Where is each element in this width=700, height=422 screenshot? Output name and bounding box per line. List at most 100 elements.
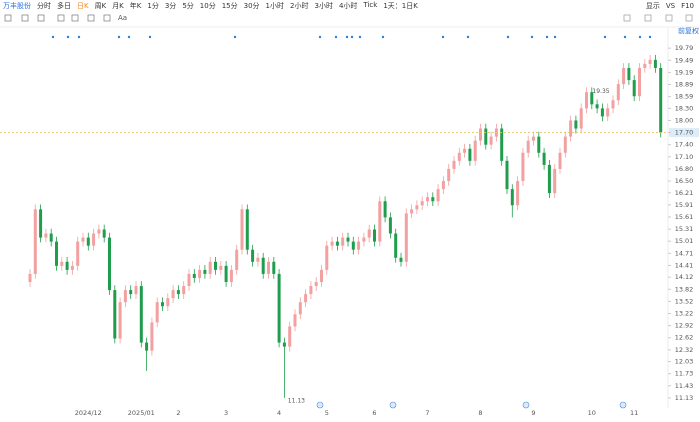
tool-icon: [71, 14, 79, 22]
candle-body: [643, 63, 647, 68]
y-tick-label: 12.03: [675, 358, 694, 366]
candle-body: [304, 294, 308, 303]
y-tick-label: 18.30: [675, 104, 694, 112]
candle-body: [510, 189, 514, 206]
y-tick-label: 17.40: [675, 141, 694, 149]
candle-body: [155, 302, 159, 323]
candle-body: [341, 237, 345, 246]
period[interactable]: 4小时: [338, 2, 358, 10]
f10[interactable]: F10: [681, 2, 694, 10]
candle-body: [388, 217, 392, 234]
event-icon: [389, 401, 397, 409]
period[interactable]: 3分: [164, 2, 177, 10]
candle-body: [473, 140, 477, 161]
period[interactable]: 年K: [129, 2, 142, 10]
candle-body: [108, 237, 111, 291]
candle-body: [574, 120, 578, 129]
candle-body: [320, 269, 323, 282]
tool-icon: [623, 14, 631, 22]
period[interactable]: 周K: [94, 2, 107, 10]
period[interactable]: 1分: [147, 2, 159, 10]
period[interactable]: 1小时: [265, 2, 285, 10]
candle-body: [309, 286, 313, 295]
period[interactable]: Tick: [363, 1, 378, 9]
candle-body: [373, 229, 376, 242]
event-dot: [638, 35, 642, 39]
x-tick-label: 9: [531, 409, 535, 417]
vs[interactable]: VS: [665, 2, 676, 10]
candle-body: [563, 136, 567, 153]
tool-icon: [103, 14, 111, 22]
display[interactable]: 显示: [645, 2, 660, 10]
event-dot: [148, 35, 152, 39]
candle-body: [441, 181, 445, 190]
candle-body: [214, 261, 217, 270]
candle-body: [235, 249, 239, 270]
candle-body: [192, 273, 196, 278]
period[interactable]: 月K: [112, 2, 124, 10]
candle-body: [288, 326, 292, 347]
candle-body: [251, 249, 255, 262]
candle-body: [92, 233, 96, 246]
candle-body: [134, 286, 138, 295]
candle-body: [547, 164, 551, 194]
event-icon: [522, 401, 530, 409]
candle-body: [579, 108, 583, 129]
period[interactable]: 3小时: [314, 2, 333, 10]
candle-body: [256, 257, 260, 262]
toolbar: 万丰股份 分时 多日 日K 周K 月K 年K 1分 3分 5分 10分 15分 30分 1小时 2小时 3小…: [0, 0, 700, 12]
event-dot: [233, 35, 237, 39]
tool-icon: [87, 14, 95, 22]
candle-body: [245, 209, 249, 250]
candle-body: [267, 261, 270, 274]
current-price-bg: [669, 128, 699, 138]
event-dot: [350, 35, 354, 39]
candle-body: [76, 241, 80, 266]
candle-body: [314, 282, 318, 287]
candle-body: [516, 181, 520, 206]
candle-body: [198, 269, 202, 278]
candle-body: [229, 269, 233, 282]
y-tick-label: 18.59: [675, 93, 694, 101]
candle-body: [272, 261, 276, 274]
event-dot: [358, 35, 362, 39]
font-button[interactable]: Aa: [118, 14, 128, 22]
event-dot: [51, 35, 55, 39]
extreme-label: 11.13: [288, 397, 305, 404]
period[interactable]: 10分: [199, 2, 216, 10]
y-tick-label: 16.21: [675, 189, 694, 197]
candle-body: [638, 67, 641, 97]
period[interactable]: 分时: [37, 2, 51, 10]
candle-body: [362, 237, 366, 242]
tool-icon: [37, 14, 45, 22]
period[interactable]: 15分: [221, 2, 238, 10]
tool-icon: [644, 14, 652, 22]
symbol[interactable]: 万丰股份: [3, 2, 31, 10]
period[interactable]: 30分: [243, 2, 260, 10]
y-tick-label: 16.50: [675, 177, 694, 185]
period[interactable]: 1天：1日K: [383, 2, 418, 10]
y-tick-label: 14.41: [675, 261, 694, 269]
period[interactable]: 多日: [57, 2, 71, 10]
tool-icon: [21, 14, 29, 22]
candle-body: [277, 273, 281, 343]
y-tick-label: 15.91: [675, 201, 694, 209]
y-tick-label: 18.89: [675, 81, 694, 89]
period[interactable]: 2小时: [290, 2, 309, 10]
x-tick-label: 4: [277, 409, 281, 417]
period[interactable]: 5分: [182, 2, 194, 10]
candle-body: [521, 152, 525, 182]
adjust[interactable]: 前复权: [678, 27, 699, 35]
candle-body: [616, 84, 620, 101]
candle-body: [410, 209, 414, 214]
candle-body: [187, 273, 191, 287]
x-tick-label: 2024/12: [75, 409, 102, 417]
event-dot: [117, 35, 121, 39]
candle-body: [484, 128, 488, 145]
x-tick-label: 7: [425, 409, 429, 417]
period[interactable]: 日K: [77, 2, 89, 10]
candle-body: [139, 286, 143, 343]
event-dot: [553, 35, 557, 39]
